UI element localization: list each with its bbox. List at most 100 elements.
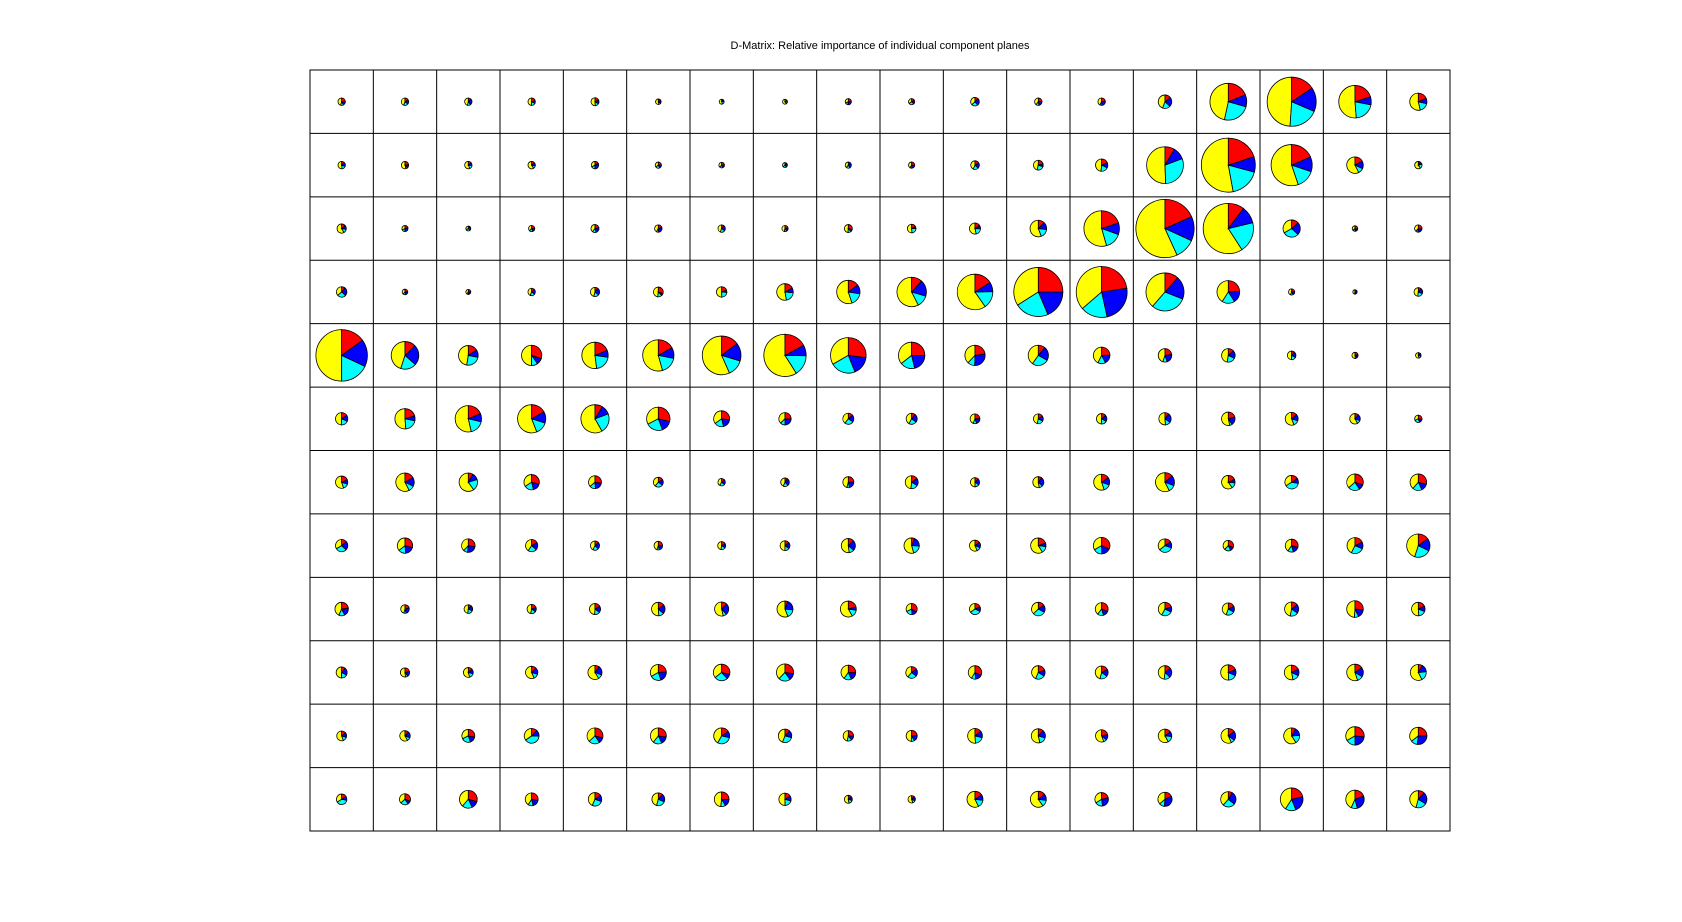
pie-slice	[911, 537, 916, 546]
pie-chart-cell	[1030, 790, 1047, 808]
pie-slice	[1083, 210, 1108, 247]
pie-chart-cell	[390, 341, 420, 370]
pie-slice	[721, 161, 725, 166]
pie-slice	[1027, 344, 1039, 365]
pie-chart-cell	[1345, 726, 1365, 746]
pie-slice	[1227, 348, 1234, 357]
pie-slice	[1164, 601, 1172, 610]
pie-chart-cell	[713, 663, 731, 682]
pie-slice	[911, 341, 926, 356]
pie-slice	[525, 665, 535, 679]
pie-slice	[1220, 664, 1229, 681]
pie-slice	[896, 276, 919, 308]
pie-chart-cell	[1034, 97, 1043, 106]
pie-chart-cell	[1157, 538, 1173, 553]
pie-slice	[467, 789, 478, 803]
pie-chart-cell	[517, 404, 547, 434]
pie-slice	[1346, 156, 1360, 174]
pie-slice	[1202, 202, 1243, 255]
pie-chart-cell	[315, 329, 368, 382]
pie-slice	[840, 538, 850, 554]
pie-chart-cell	[649, 664, 667, 681]
pie-chart-cell	[526, 604, 537, 615]
pie-chart-cell	[336, 793, 348, 805]
pie-slice	[1101, 729, 1109, 737]
pie-chart-cell	[1349, 413, 1361, 425]
pie-chart-cell	[908, 98, 916, 106]
pie-chart-cell	[1157, 728, 1173, 743]
pie-slice	[974, 97, 979, 103]
pie-chart-cell	[1221, 411, 1236, 426]
pie-slice	[1030, 790, 1044, 808]
pie-chart-cell	[969, 539, 981, 552]
pie-slice	[721, 601, 728, 611]
pie-slice	[1037, 413, 1043, 420]
pie-chart-cell	[776, 283, 794, 301]
pie-slice	[714, 601, 724, 617]
pie-slice	[1291, 219, 1299, 230]
pie-slice	[1164, 472, 1173, 484]
pie-chart-cell	[843, 224, 853, 233]
pie-slice	[657, 476, 664, 483]
pie-slice	[1291, 76, 1313, 103]
pie-chart-cell	[527, 97, 536, 106]
pie-chart-cell	[967, 665, 983, 680]
pie-chart-cell	[969, 413, 981, 425]
pie-slice	[701, 335, 731, 376]
pie-chart-cell	[651, 792, 666, 807]
pie-slice	[784, 792, 791, 801]
pie-chart-cell	[905, 412, 918, 425]
pie-slice	[1266, 76, 1293, 127]
pie-chart-cell	[763, 333, 807, 377]
pie-chart-cell	[528, 225, 536, 232]
pie-chart-cell	[459, 789, 478, 809]
pie-slice	[1354, 473, 1364, 486]
pie-slice	[531, 287, 535, 293]
pie-chart-cell	[400, 97, 410, 106]
pie-slice	[911, 603, 918, 613]
pie-chart-cell	[396, 537, 414, 554]
pie-slice	[1037, 790, 1045, 801]
pie-slice	[1164, 146, 1175, 167]
pie-slice	[404, 97, 409, 103]
pie-chart-cell	[970, 97, 980, 107]
pie-chart-cell	[336, 730, 347, 742]
pie-slice	[341, 223, 346, 230]
pie-slice	[1227, 137, 1255, 166]
pie-chart-cell	[904, 475, 919, 490]
pie-slice	[974, 273, 991, 293]
pie-slice	[459, 789, 469, 807]
pie-slice	[404, 472, 414, 483]
pie-slice	[784, 162, 788, 166]
pie-chart-cell	[525, 539, 539, 553]
pie-chart-cell	[580, 404, 610, 434]
pie-chart-cell	[969, 603, 981, 615]
pie-chart-cell	[1346, 663, 1364, 682]
pie-slice	[467, 225, 471, 230]
pie-slice	[517, 404, 538, 434]
pie-chart-cell	[1220, 791, 1237, 808]
pie-chart-cell	[401, 225, 409, 233]
pie-slice	[341, 412, 348, 420]
pie-slice	[1096, 413, 1103, 425]
pie-slice	[594, 665, 600, 674]
pie-slice	[1291, 350, 1295, 357]
pie-chart-cell	[907, 795, 916, 804]
pie-slice	[847, 279, 859, 293]
pie-chart-cell	[335, 539, 349, 553]
pie-slice	[531, 161, 535, 167]
pie-chart-cell	[589, 603, 601, 615]
pie-chart-cell	[830, 337, 867, 374]
pie-chart-cell	[653, 476, 664, 488]
pie-slice	[847, 337, 867, 359]
pie-chart-cell	[590, 286, 600, 297]
pie-slice	[657, 339, 673, 357]
pie-slice	[1409, 790, 1419, 809]
pie-chart-cell	[1266, 76, 1317, 127]
pie-slice	[1037, 101, 1043, 106]
pie-slice	[1354, 600, 1364, 611]
pie-slice	[1095, 729, 1105, 743]
pie-slice	[1354, 225, 1359, 230]
pie-slice	[1283, 664, 1294, 681]
pie-chart-cell	[716, 286, 728, 298]
